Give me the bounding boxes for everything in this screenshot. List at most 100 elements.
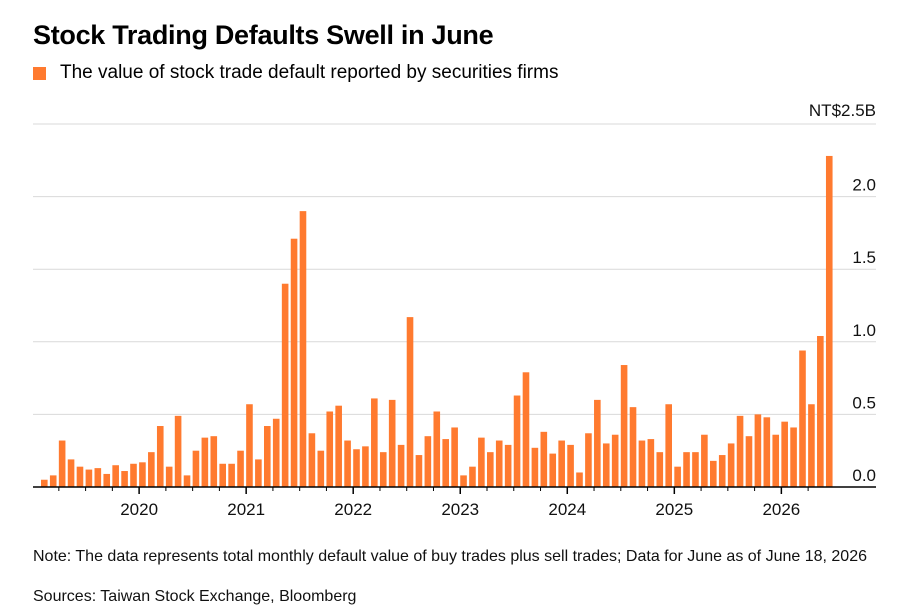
bar bbox=[620, 365, 628, 487]
bar bbox=[264, 426, 271, 487]
x-tick-label: 2023 bbox=[441, 500, 479, 519]
bar bbox=[513, 395, 521, 487]
bar bbox=[219, 463, 226, 487]
bar bbox=[415, 455, 423, 487]
bar bbox=[246, 404, 253, 487]
bar bbox=[594, 399, 601, 487]
bar bbox=[576, 472, 583, 487]
bar bbox=[638, 440, 646, 487]
bar bbox=[335, 405, 342, 487]
bar bbox=[433, 411, 441, 487]
bar bbox=[772, 434, 780, 487]
bar bbox=[121, 471, 128, 487]
bar bbox=[710, 460, 717, 487]
bar bbox=[94, 468, 102, 487]
y-tick-label: 0.0 bbox=[852, 466, 876, 485]
bar bbox=[165, 466, 173, 487]
bar bbox=[781, 421, 788, 487]
bar bbox=[424, 436, 432, 487]
bar bbox=[487, 452, 494, 487]
bar bbox=[237, 450, 244, 487]
y-tick-label: 0.5 bbox=[852, 393, 876, 412]
bar bbox=[504, 444, 512, 487]
y-tick-label: 1.0 bbox=[852, 321, 876, 340]
bar bbox=[495, 440, 503, 487]
bar bbox=[692, 452, 699, 487]
bar bbox=[210, 436, 218, 487]
bar bbox=[379, 452, 387, 487]
bar bbox=[371, 398, 378, 487]
bar bbox=[139, 462, 146, 487]
bar bbox=[522, 372, 530, 487]
y-axis-unit-label: NT$2.5B bbox=[809, 101, 876, 120]
bar bbox=[665, 404, 672, 487]
bar bbox=[656, 452, 664, 487]
bar bbox=[469, 466, 476, 487]
bar bbox=[460, 475, 467, 487]
bar bbox=[799, 350, 806, 487]
bar bbox=[326, 411, 334, 487]
bar bbox=[629, 407, 637, 487]
bar bbox=[808, 404, 815, 487]
bar bbox=[388, 399, 396, 487]
bar bbox=[255, 459, 262, 487]
bar bbox=[183, 475, 191, 487]
bar bbox=[567, 444, 574, 487]
bar bbox=[130, 463, 137, 487]
x-tick-label: 2021 bbox=[227, 500, 265, 519]
bar bbox=[825, 155, 833, 487]
bar-chart: 0.0 0.5 1.0 1.5 2.0 NT$2.5B 2020 2021 2022 2023 20… bbox=[33, 101, 876, 519]
bar bbox=[112, 465, 119, 487]
bar bbox=[558, 440, 565, 487]
x-tick-label: 2026 bbox=[762, 500, 800, 519]
bar bbox=[727, 443, 735, 487]
bar bbox=[611, 434, 619, 487]
bar bbox=[451, 427, 458, 487]
bar bbox=[228, 463, 235, 487]
y-tick-label: 1.5 bbox=[852, 248, 876, 267]
x-tick-label: 2022 bbox=[334, 500, 372, 519]
bar bbox=[763, 417, 771, 487]
chart-note: Note: The data represents total monthly … bbox=[33, 548, 867, 565]
x-tick-label: 2025 bbox=[655, 500, 693, 519]
legend: The value of stock trade default reporte… bbox=[33, 62, 558, 84]
bar bbox=[67, 459, 75, 487]
bar bbox=[736, 415, 744, 487]
legend-label: The value of stock trade default reporte… bbox=[60, 62, 559, 83]
bar bbox=[103, 473, 111, 487]
bar bbox=[647, 439, 655, 487]
bar bbox=[41, 479, 48, 487]
bar bbox=[362, 446, 369, 487]
bar bbox=[76, 466, 84, 487]
bar bbox=[817, 335, 824, 487]
bar bbox=[478, 437, 485, 487]
bar bbox=[344, 440, 351, 487]
bar bbox=[701, 434, 708, 487]
bar bbox=[754, 414, 762, 487]
bar bbox=[745, 436, 753, 487]
bar bbox=[272, 418, 280, 487]
bar bbox=[674, 466, 681, 487]
bar bbox=[585, 433, 592, 487]
bar bbox=[299, 211, 307, 487]
bar bbox=[281, 283, 289, 487]
bar bbox=[353, 449, 360, 487]
chart-sources: Sources: Taiwan Stock Exchange, Bloomber… bbox=[33, 588, 357, 605]
bar bbox=[397, 444, 405, 487]
bar bbox=[540, 431, 548, 487]
bar bbox=[790, 427, 797, 487]
bar bbox=[308, 433, 316, 487]
bar bbox=[683, 452, 690, 487]
y-tick-label: 2.0 bbox=[852, 176, 876, 195]
bar bbox=[718, 455, 726, 487]
bar bbox=[602, 443, 610, 487]
x-tick-label: 2020 bbox=[120, 500, 158, 519]
bar bbox=[156, 426, 164, 487]
x-tick-label: 2024 bbox=[548, 500, 586, 519]
bar bbox=[58, 440, 66, 487]
bar bbox=[192, 450, 200, 487]
bar bbox=[317, 450, 325, 487]
bar bbox=[201, 437, 209, 487]
legend-swatch bbox=[33, 66, 46, 80]
bar bbox=[49, 475, 57, 487]
